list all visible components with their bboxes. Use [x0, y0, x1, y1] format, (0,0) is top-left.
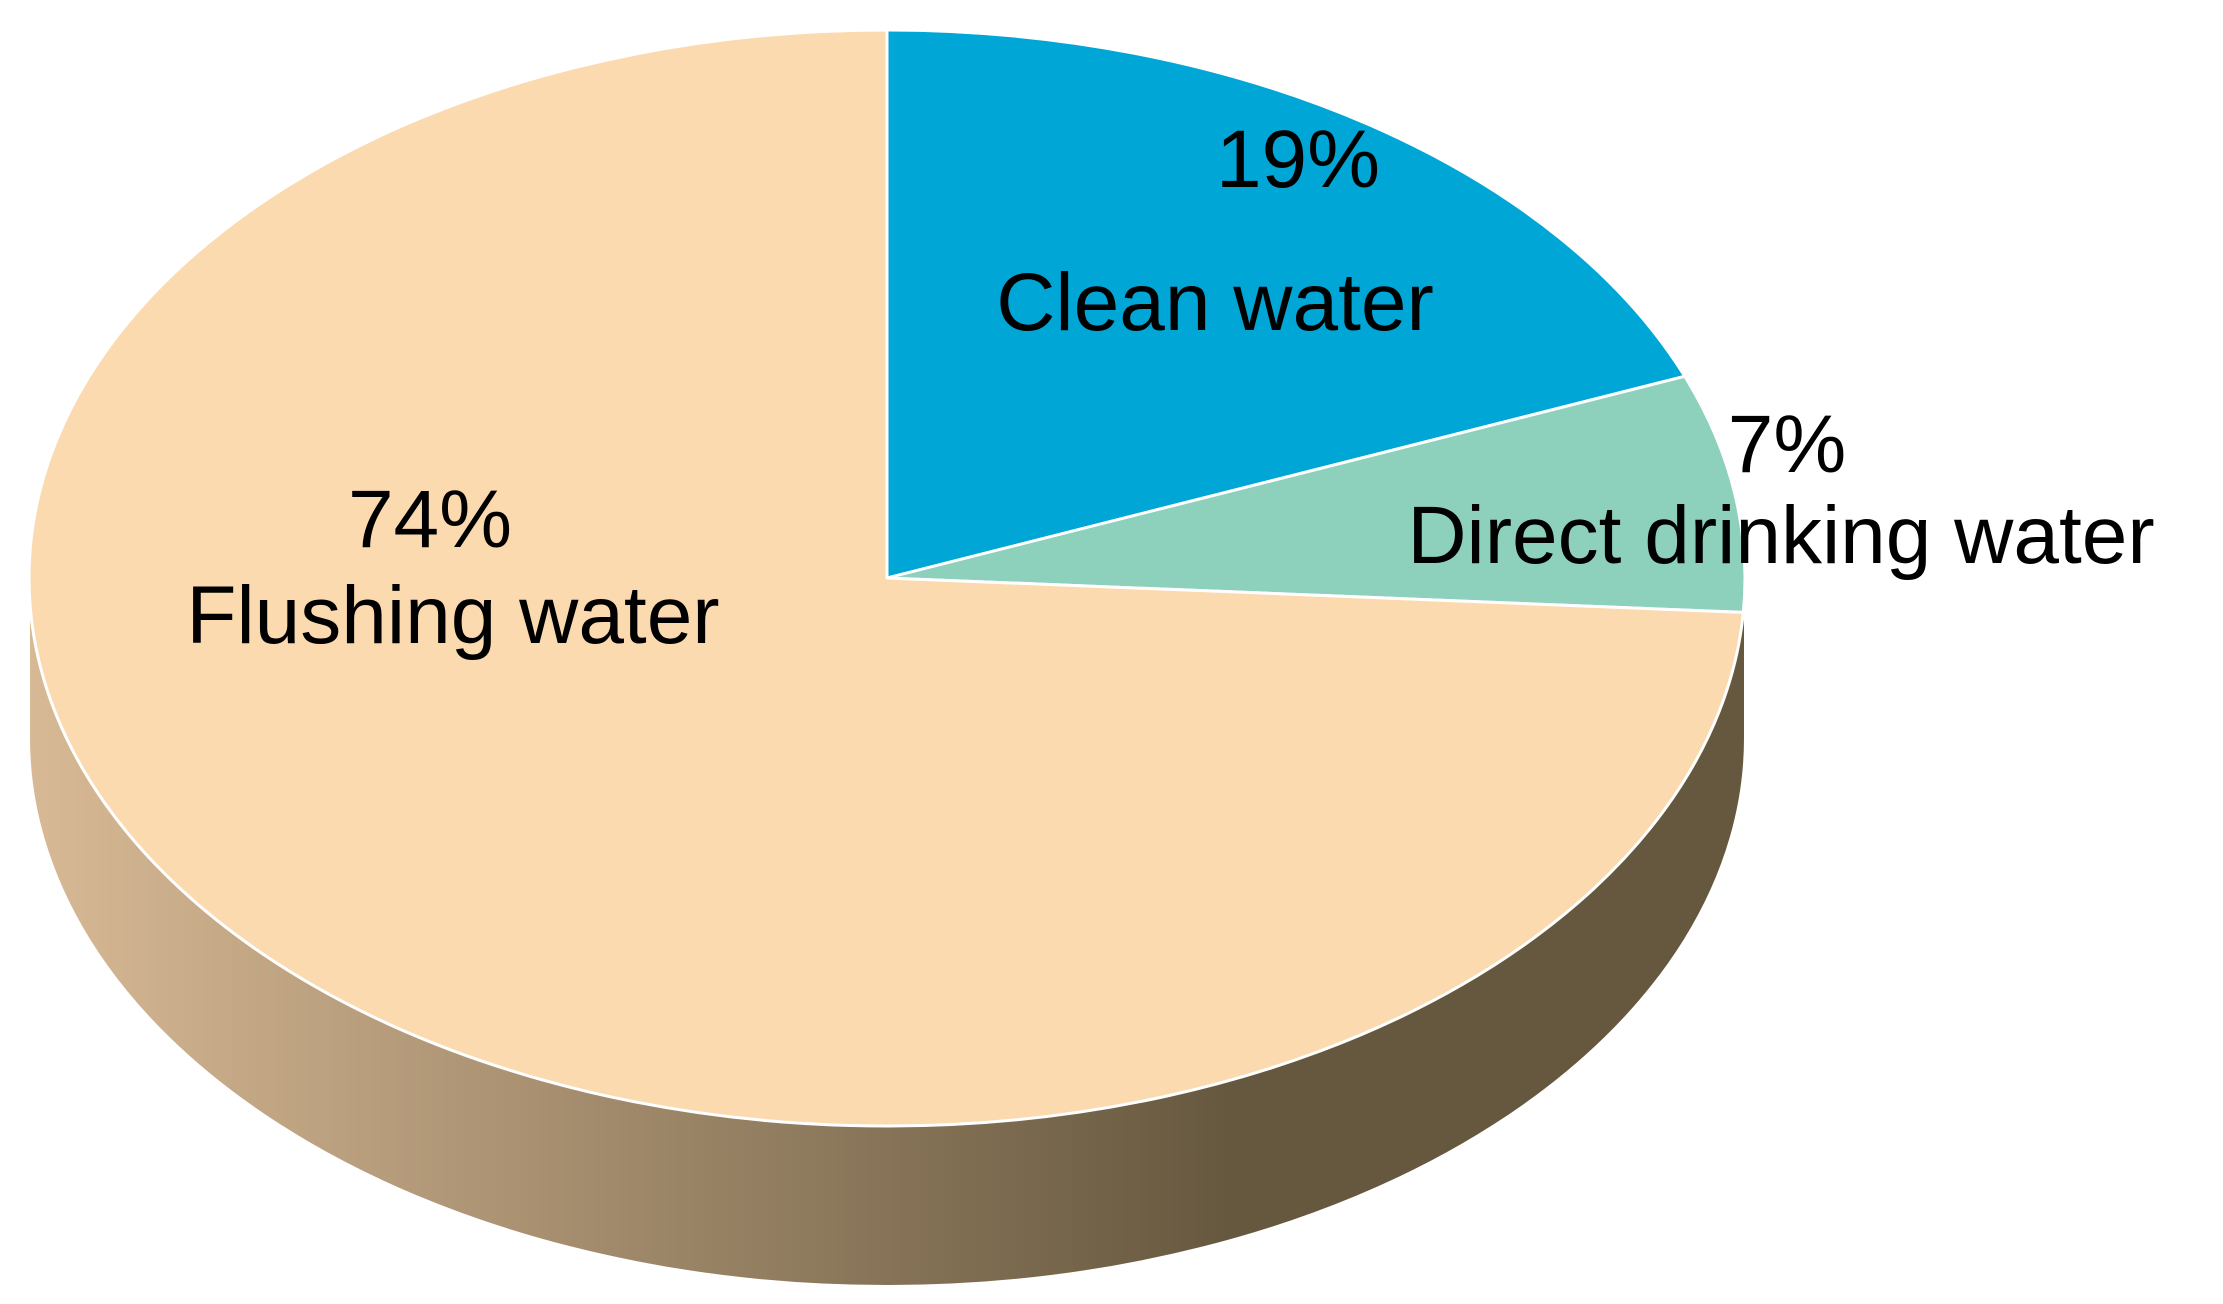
pie-label-layer: 19% Clean water 7%Direct drinking water 74%…	[186, 114, 2154, 661]
pie-percent-label-flushing-water: 74%	[348, 474, 512, 565]
pie-slice-flushing-water	[27, 28, 1745, 1128]
pie-category-label-flushing-water: Flushing water	[186, 570, 719, 661]
pie-percent-label-direct-drinking-water: 7%	[1728, 399, 1847, 490]
pie-category-label-clean-water: Clean water	[996, 257, 1434, 348]
pie-category-label-direct-drinking-water: Direct drinking water	[1407, 490, 2154, 581]
pie-slice-layer	[27, 28, 1747, 1128]
pie-slice-direct-drinking-water	[885, 374, 1747, 614]
pie-percent-label-clean-water: 19%	[1216, 114, 1380, 205]
pie-slice-clean-water	[885, 28, 1687, 580]
